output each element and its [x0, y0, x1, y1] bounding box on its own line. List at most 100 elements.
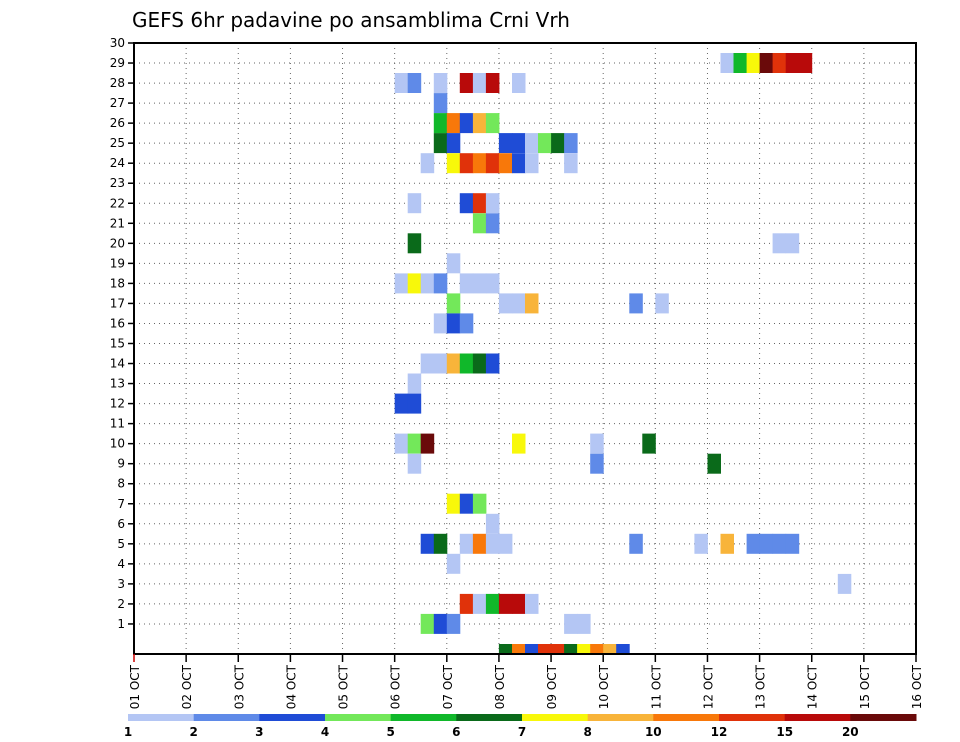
colorbar-segment	[653, 714, 719, 721]
precip-cell	[434, 614, 448, 634]
colorbar-segment	[194, 714, 260, 721]
x-tick-label: 12 OCT	[701, 664, 715, 709]
y-tick-label: 1	[117, 617, 125, 631]
colorbar-label: 8	[584, 725, 592, 739]
precip-cell	[408, 73, 422, 93]
precip-cell	[395, 434, 409, 454]
colorbar-label: 1	[124, 725, 132, 739]
precip-cell	[473, 113, 487, 133]
precip-cell	[421, 534, 435, 554]
precip-cell	[499, 133, 513, 153]
precip-cell	[486, 113, 500, 133]
x-tick-label: 02 OCT	[180, 664, 194, 709]
precip-cell	[421, 153, 435, 173]
precip-cell	[486, 213, 500, 233]
precip-cell	[838, 574, 852, 594]
precip-cell	[760, 53, 774, 73]
colorbar-label: 10	[645, 725, 662, 739]
y-tick-label: 25	[110, 136, 125, 150]
precip-cell	[460, 113, 474, 133]
precip-cell	[512, 133, 526, 153]
precip-cell	[512, 644, 526, 654]
precip-cell	[408, 233, 422, 253]
precip-cell	[499, 534, 513, 554]
precip-cell	[629, 534, 643, 554]
precip-cell	[434, 354, 448, 374]
y-tick-label: 21	[110, 216, 125, 230]
colorbar-label: 7	[518, 725, 526, 739]
precip-cell	[395, 394, 409, 414]
y-axis-ticks: 1234567891011121314151617181920212223242…	[110, 36, 134, 631]
colorbar-segment	[719, 714, 785, 721]
precip-cell	[473, 494, 487, 514]
precip-cell	[525, 644, 539, 654]
precip-cell	[447, 113, 461, 133]
y-tick-label: 2	[117, 597, 125, 611]
x-tick-label: 13 OCT	[754, 664, 768, 709]
precip-cell	[538, 644, 552, 654]
precip-cell	[773, 233, 787, 253]
precip-cell	[525, 594, 539, 614]
precip-cell	[408, 454, 422, 474]
precip-cell	[460, 494, 474, 514]
precip-cell	[447, 253, 461, 273]
precip-cell	[447, 494, 461, 514]
y-tick-label: 12	[110, 397, 125, 411]
precip-cell	[642, 434, 656, 454]
precip-cell	[395, 273, 409, 293]
precip-cell	[551, 644, 565, 654]
colorbar-segment	[128, 714, 194, 721]
precip-cell	[629, 293, 643, 313]
precip-cell	[486, 153, 500, 173]
y-tick-label: 22	[110, 196, 125, 210]
data-cells	[395, 53, 852, 654]
precip-cell	[512, 153, 526, 173]
precip-cell	[447, 354, 461, 374]
precip-cell	[773, 534, 787, 554]
x-tick-label: 15 OCT	[858, 664, 872, 709]
y-tick-label: 19	[110, 256, 125, 270]
colorbar-label: 4	[321, 725, 329, 739]
colorbar-label: 15	[776, 725, 793, 739]
precip-cell	[525, 133, 539, 153]
precip-cell	[486, 73, 500, 93]
colorbar-segment	[785, 714, 851, 721]
y-tick-label: 26	[110, 116, 125, 130]
precip-cell	[694, 534, 708, 554]
colorbar-label: 12	[711, 725, 728, 739]
colorbar-segment	[588, 714, 654, 721]
precip-cell	[512, 73, 526, 93]
x-tick-label: 10 OCT	[597, 664, 611, 709]
precip-cell	[460, 153, 474, 173]
precip-cell	[786, 534, 800, 554]
y-tick-label: 24	[110, 156, 125, 170]
x-tick-label: 09 OCT	[545, 664, 559, 709]
precip-cell	[473, 273, 487, 293]
precip-cell	[421, 273, 435, 293]
colorbar-label: 20	[842, 725, 859, 739]
precip-cell	[421, 614, 435, 634]
y-tick-label: 20	[110, 236, 125, 250]
x-tick-label: 06 OCT	[389, 664, 403, 709]
precip-cell	[473, 594, 487, 614]
colorbar-label: 6	[452, 725, 460, 739]
precip-cell	[460, 73, 474, 93]
precip-cell	[434, 313, 448, 333]
precip-cell	[525, 293, 539, 313]
precip-cell	[447, 133, 461, 153]
precip-cell	[486, 514, 500, 534]
y-tick-label: 14	[110, 357, 125, 371]
y-tick-label: 6	[117, 517, 125, 531]
x-tick-label: 14 OCT	[806, 664, 820, 709]
x-tick-label: 05 OCT	[337, 664, 351, 709]
precip-cell	[408, 273, 422, 293]
precip-cell	[486, 193, 500, 213]
x-tick-label: 07 OCT	[441, 664, 455, 709]
precip-cell	[721, 53, 735, 73]
chart-title: GEFS 6hr padavine po ansamblima Crni Vrh	[132, 8, 570, 32]
x-axis-ticks: 01 OCT 02 OCT 03 OCT 04 OCT 05 OCT 06 OCT 07 O…	[128, 654, 924, 709]
x-tick-label: 11 OCT	[649, 664, 663, 709]
y-tick-label: 3	[117, 577, 125, 591]
precip-cell	[786, 53, 800, 73]
